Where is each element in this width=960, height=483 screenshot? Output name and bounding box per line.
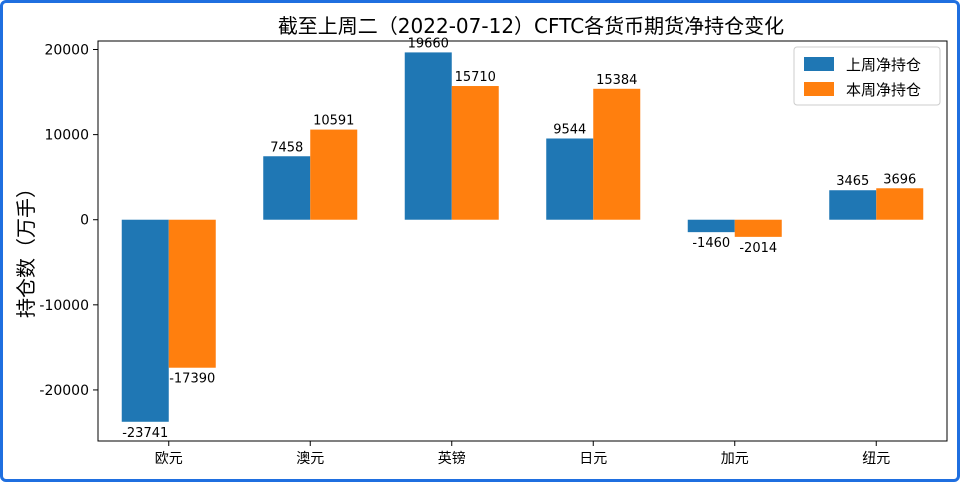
plot-border	[97, 40, 948, 442]
legend-label: 本周净持仓	[846, 81, 921, 99]
bar-value-label: 15710	[455, 70, 496, 85]
bar-last-week	[263, 156, 311, 220]
bar-value-label: 7458	[270, 140, 303, 155]
y-tick-label: 10000	[44, 128, 89, 144]
plot-area: -23741 -17390 欧元 7458 10591 澳元 19660 15710 英镑 954…	[39, 36, 948, 467]
bar-chart: 截至上周二（2022-07-12）CFTC各货币期货净持仓变化 持仓数（万手） …	[14, 14, 948, 467]
y-tick-label: 20000	[44, 43, 89, 59]
bar-last-week	[121, 219, 169, 422]
bar-value-label: 3696	[883, 172, 916, 187]
bar-this-week	[451, 86, 499, 220]
legend-swatch	[804, 82, 834, 96]
y-tick-label: -10000	[39, 298, 89, 314]
bar-value-label: -2014	[739, 241, 777, 256]
chart-title: 截至上周二（2022-07-12）CFTC各货币期货净持仓变化	[278, 14, 784, 38]
x-tick-label: 欧元	[155, 451, 183, 467]
bar-value-label: 19660	[408, 36, 449, 51]
bar-this-week	[593, 88, 641, 220]
bar-this-week	[734, 219, 782, 237]
y-axis-label: 持仓数（万手）	[14, 178, 38, 318]
bar-value-label: -23741	[122, 426, 168, 441]
bar-this-week	[876, 188, 924, 220]
bar-last-week	[546, 138, 594, 220]
bar-value-label: 3465	[836, 174, 869, 189]
bar-last-week	[687, 219, 735, 233]
bar-this-week	[310, 129, 358, 220]
bar-last-week	[404, 52, 452, 220]
legend-label: 上周净持仓	[846, 56, 921, 74]
bar-value-label: 9544	[553, 122, 586, 137]
bar-this-week	[168, 219, 216, 368]
bar-value-label: -17390	[169, 372, 215, 387]
bar-last-week	[829, 190, 877, 220]
x-tick-label: 加元	[721, 451, 749, 467]
legend-swatch	[804, 57, 834, 71]
x-tick-label: 纽元	[862, 451, 890, 467]
bar-value-label: -1460	[692, 236, 730, 251]
bar-value-label: 10591	[313, 114, 354, 129]
x-tick-label: 澳元	[296, 451, 324, 467]
x-tick-label: 英镑	[438, 450, 466, 467]
x-tick-label: 日元	[579, 451, 607, 467]
y-tick-label: 0	[80, 213, 89, 229]
bar-value-label: 15384	[596, 73, 637, 88]
y-tick-label: -20000	[39, 383, 89, 399]
